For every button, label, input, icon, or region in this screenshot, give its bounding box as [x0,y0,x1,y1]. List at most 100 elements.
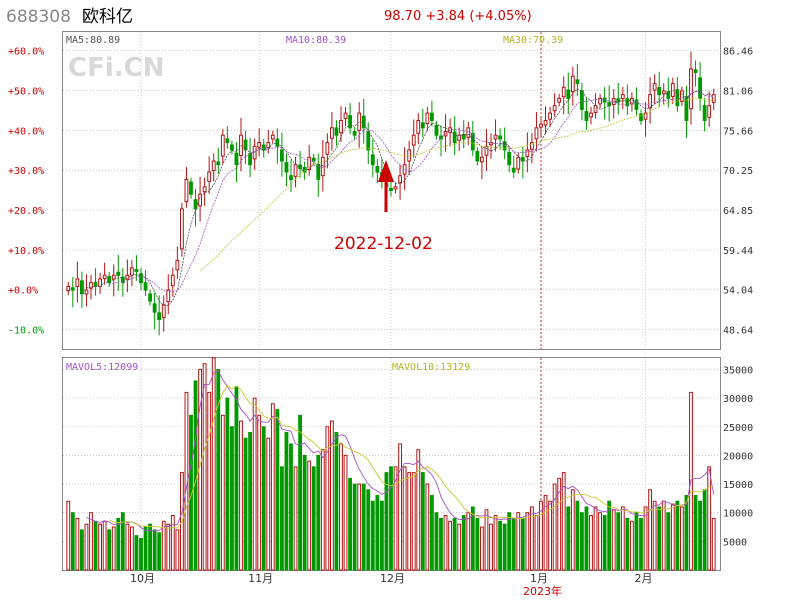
candle-body-up [89,282,93,289]
candle-body-up [339,119,343,134]
candle-body-down [107,276,112,284]
x-tick-label: 2月 [635,572,653,585]
candle-body-down [280,149,284,162]
volume-bar-up [643,506,648,571]
candle-body-up [480,156,484,163]
ma10-line [109,90,714,292]
candle-body-up [534,127,539,140]
volume-bar-down [520,517,525,571]
candle-body-up [457,134,462,141]
ma30-line [199,97,714,271]
price-tick-label: 48.64 [723,326,753,337]
volume-bar-down [434,512,439,571]
candle-body-down [639,113,643,121]
candle-body-down [289,175,293,180]
volume-bar-down [284,431,289,571]
volume-bar-up [320,449,325,571]
percent-tick-label: +30.0% [8,166,44,177]
volume-tick-label: 20000 [723,451,753,462]
volume-bar-down [698,500,703,571]
candle-body-down [370,154,375,166]
candle-body-up [398,175,403,183]
volume-bar-up [570,489,575,571]
candle-body-up [393,186,398,190]
price-tick-label: 59.44 [723,246,753,257]
volume-bar-down [475,517,480,571]
candle-body-up [466,127,471,138]
volume-bar-down [225,397,230,571]
volume-bar-up [593,506,598,571]
volume-bar-down [507,512,512,571]
volume-bar-down [70,512,75,571]
volume-bar-down [120,512,125,571]
volume-bar-down [80,529,84,571]
volume-bar-up [270,403,275,571]
volume-bar-down [352,483,357,571]
ma5-line [86,88,714,306]
candle-body-down [316,163,321,180]
candle-body-down [80,280,84,295]
mavol10-line [108,384,714,529]
candle-body-up [589,112,593,118]
volume-bar-up [98,523,102,571]
volume-bar-down [430,495,434,571]
candle-body-down [439,135,443,140]
candle-body-down [666,91,671,99]
volume-bar-up [398,443,403,571]
candle-body-up [266,142,271,149]
volume-bar-up [393,466,398,571]
volume-bar-up [711,517,716,571]
volume-bar-down [566,506,571,571]
volume-bar-down [193,380,198,571]
volume-bar-up [552,483,557,571]
volume-bar-down [348,477,353,571]
percent-tick-label: +0.0% [8,286,38,297]
volume-bar-down [498,520,503,571]
volume-bar-up [325,426,330,571]
candle-body-up [648,94,653,109]
candle-body-up [620,94,625,99]
volume-bar-down [420,472,425,571]
candle-body-up [202,186,207,193]
candle-body-up [166,289,171,303]
x-tick-label: 10月 [130,572,155,585]
candle-body-up [130,267,134,276]
candle-body-up [320,156,325,177]
volume-bar-down [107,529,112,571]
volume-bar-down [702,489,707,571]
volume-bar-up [343,454,348,571]
candle-body-down [657,87,662,96]
volume-bar-up [652,500,657,571]
candle-body-down [616,98,621,103]
candle-body-up [184,178,189,203]
volume-bar-up [416,449,421,571]
volume-bar-down [316,454,321,571]
volume-bar-up [611,509,616,571]
x-tick-label: 12月 [380,572,405,585]
volume-bar-down [143,526,148,571]
candle-body-up [125,274,130,281]
volume-bar-up [466,512,471,571]
legend-ma5: MA5:80.89 [66,35,120,46]
candle-body-up [425,112,430,125]
candle-body-down [261,144,266,151]
price-tick-label: 54.04 [723,286,753,297]
volume-bar-down [575,500,580,571]
candle-body-up [407,149,412,162]
candle-body-up [211,160,216,171]
volume-bar-down [461,515,466,571]
volume-bar-up [130,526,134,571]
volume-tick-label: 30000 [723,394,753,405]
volume-bar-down [152,529,157,571]
volume-bar-up [202,363,207,571]
candle-body-down [461,133,466,140]
volume-bar-down [234,386,239,571]
volume-bar-up [443,515,448,571]
candle-body-up [543,119,548,126]
volume-bar-down [439,517,443,571]
stock-code: 688308 [6,7,71,27]
volume-bar-up [530,506,534,571]
volume-bar-up [661,500,666,571]
candle-body-down [366,131,371,151]
candle-body-up [493,134,498,140]
